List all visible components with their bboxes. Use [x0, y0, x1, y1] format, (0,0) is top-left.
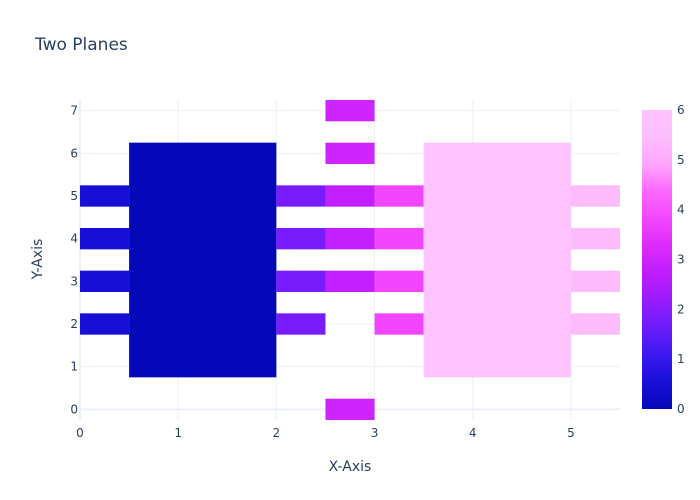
colorbar-tick-label: 6 — [677, 103, 685, 117]
y-axis-title: Y-Axis — [30, 239, 46, 281]
heatmap-cell — [325, 228, 375, 250]
heatmap-cell — [570, 228, 620, 250]
heatmap-cell — [276, 313, 326, 335]
heatmap-cell — [374, 185, 424, 207]
heatmap-cell — [325, 142, 375, 164]
heatmap-cell — [325, 398, 375, 420]
heatmap-cell — [570, 313, 620, 335]
heatmap-cell — [80, 228, 130, 250]
y-axis-ticks: 0 1 2 3 4 5 6 7 — [70, 104, 78, 417]
heatmap-cell — [570, 270, 620, 292]
heatmap-cell — [423, 142, 571, 378]
y-tick-label: 1 — [70, 360, 78, 374]
x-tick-label: 4 — [469, 426, 477, 440]
colorbar-tick-label: 1 — [677, 352, 685, 366]
x-tick-label: 1 — [174, 426, 182, 440]
x-tick-label: 0 — [76, 426, 84, 440]
heatmap-cell — [276, 185, 326, 207]
x-axis-ticks: 0 1 2 3 4 5 — [76, 426, 575, 440]
x-tick-label: 5 — [567, 426, 575, 440]
chart-title: Two Planes — [34, 35, 128, 55]
heatmap-cell — [325, 270, 375, 292]
colorbar-tick-label: 5 — [677, 153, 685, 167]
x-axis-title: X-Axis — [329, 459, 372, 475]
heatmap-cell — [276, 270, 326, 292]
heatmap-cell — [80, 313, 130, 335]
colorbar-tick-label: 4 — [677, 203, 685, 217]
y-tick-label: 4 — [70, 232, 78, 246]
heatmap-cell — [80, 270, 130, 292]
y-tick-label: 0 — [70, 402, 78, 416]
heatmap-cell — [325, 100, 375, 122]
y-tick-label: 5 — [70, 189, 78, 203]
y-tick-label: 7 — [70, 104, 78, 118]
heatmap-cell — [276, 228, 326, 250]
colorbar-gradient — [642, 110, 672, 409]
x-tick-label: 2 — [273, 426, 281, 440]
heatmap-cell — [374, 270, 424, 292]
x-tick-label: 3 — [371, 426, 379, 440]
y-tick-label: 6 — [70, 146, 78, 160]
colorbar-tick-label: 3 — [677, 253, 685, 267]
colorbar-tick-label: 2 — [677, 302, 685, 316]
heatmap-cell — [129, 142, 277, 378]
heatmap-cells — [80, 100, 620, 420]
y-tick-label: 3 — [70, 274, 78, 288]
heatmap-cell — [570, 185, 620, 207]
heatmap-cell — [80, 185, 130, 207]
y-tick-label: 2 — [70, 317, 78, 331]
heatmap-cell — [325, 185, 375, 207]
colorbar: 0 1 2 3 4 5 6 — [642, 103, 685, 416]
heatmap-cell — [374, 228, 424, 250]
colorbar-tick-label: 0 — [677, 402, 685, 416]
heatmap-cell — [374, 313, 424, 335]
